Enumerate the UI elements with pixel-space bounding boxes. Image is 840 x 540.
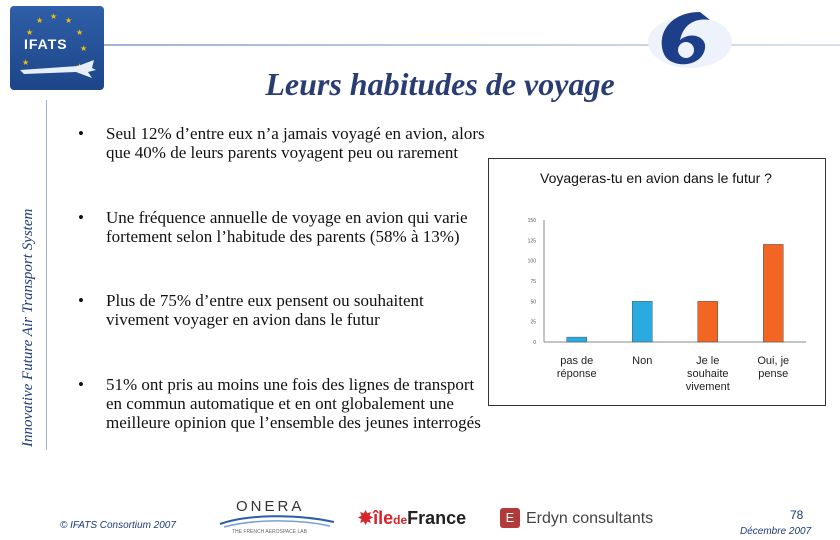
- side-rule: [46, 100, 47, 450]
- bullet-text: Seul 12% d’entre eux n’a jamais voyagé e…: [106, 124, 485, 162]
- y-tick-label: 150: [528, 218, 537, 224]
- iledf-de: de: [393, 513, 408, 527]
- bullet-text: Plus de 75% d’entre eux pensent ou souha…: [106, 291, 424, 329]
- ifats-logo-text: IFATS: [24, 36, 68, 52]
- x-tick-label: Je le souhaite vivement: [686, 355, 730, 393]
- bullet-dot: •: [78, 208, 84, 227]
- iledefrance-logo: ✸îledeFrance: [358, 508, 466, 529]
- y-tick-label: 100: [528, 259, 537, 265]
- copyright-text: © IFATS Consortium 2007: [60, 520, 176, 531]
- onera-name: ONERA: [236, 498, 305, 515]
- fp6-logo: [648, 12, 732, 68]
- list-item: • Plus de 75% d’entre eux pensent ou sou…: [78, 291, 488, 329]
- onera-tagline: THE FRENCH AEROSPACE LAB: [232, 529, 307, 535]
- ifats-logo: ★ ★ ★ ★ ★ ★ ★ ★ IFATS: [10, 6, 104, 90]
- bullet-text: 51% ont pris au moins une fois des ligne…: [106, 375, 481, 432]
- list-item: • Une fréquence annuelle de voyage en av…: [78, 208, 488, 246]
- erdyn-logo-icon: E: [500, 508, 520, 528]
- bar: [697, 301, 718, 343]
- header-rule: [104, 44, 840, 46]
- chart-title: Voyageras-tu en avion dans le futur ?: [540, 170, 772, 186]
- x-tick-label: Non: [632, 355, 652, 367]
- bullet-text: Une fréquence annuelle de voyage en avio…: [106, 208, 468, 246]
- bar: [763, 244, 784, 343]
- bullet-dot: •: [78, 375, 84, 394]
- y-tick-label: 50: [530, 299, 536, 305]
- erdyn-name: Erdyn consultants: [526, 510, 654, 527]
- y-tick-label: 0: [533, 340, 536, 346]
- x-tick-label: Oui, je pense: [757, 355, 789, 380]
- onera-logo: ONERA THE FRENCH AEROSPACE LAB: [218, 498, 336, 536]
- page-title: Leurs habitudes de voyage: [265, 66, 615, 102]
- airplane-icon: [20, 60, 96, 78]
- bar: [632, 301, 653, 343]
- bullet-dot: •: [78, 124, 84, 143]
- side-label: Innovative Future Air Transport System: [20, 208, 36, 447]
- star-icon: ✸: [358, 508, 374, 528]
- page-number: 78: [790, 508, 804, 522]
- onera-swoosh-icon: [219, 515, 335, 528]
- y-tick-label: 75: [530, 279, 536, 285]
- y-tick-label: 125: [528, 238, 537, 244]
- x-tick-label: pas de réponse: [557, 355, 597, 380]
- iledf-france: France: [407, 508, 467, 528]
- bar-chart: 150 125 100 75 50 25 0 pas de réponse Non Je le sou…: [528, 218, 806, 393]
- list-item: • 51% ont pris au moins une fois des lig…: [78, 375, 488, 432]
- footer-date: Décembre 2007: [740, 526, 812, 537]
- bullet-dot: •: [78, 291, 84, 310]
- iledf-ile: île: [373, 508, 394, 528]
- list-item: • Seul 12% d’entre eux n’a jamais voyagé…: [78, 124, 488, 162]
- y-tick-label: 25: [530, 320, 536, 326]
- bar: [566, 336, 587, 343]
